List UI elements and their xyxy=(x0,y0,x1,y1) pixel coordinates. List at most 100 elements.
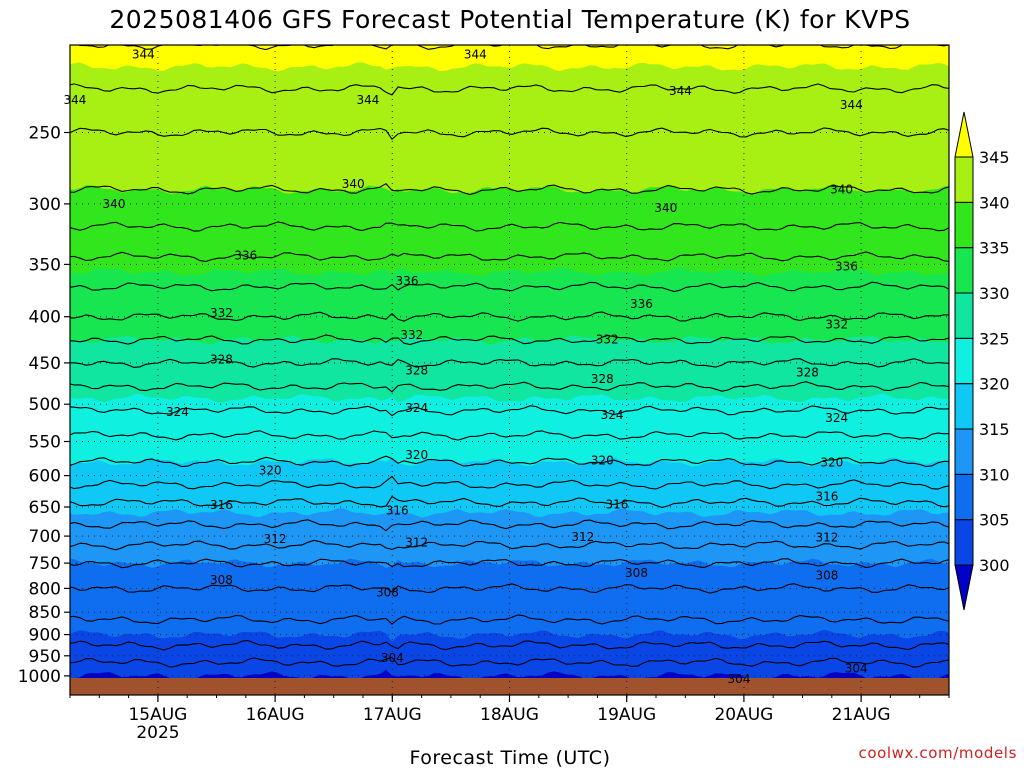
credit-label: coolwx.com/models xyxy=(859,744,1018,762)
contour-label-344-2: 344 xyxy=(356,93,379,107)
contour-312 xyxy=(70,539,949,551)
contour-label-340-6: 340 xyxy=(342,177,365,191)
contour-label-332-16: 332 xyxy=(596,333,619,347)
contour-326 xyxy=(70,381,949,393)
contour-label-328-18: 328 xyxy=(210,352,233,366)
y-tick-label-600: 600 xyxy=(29,467,61,487)
x-axis-title: Forecast Time (UTC) xyxy=(410,747,611,768)
colorbar-label-325: 325 xyxy=(979,329,1010,348)
x-tick-label-17AUG: 17AUG xyxy=(363,705,422,725)
y-tick-label-350: 350 xyxy=(29,255,61,275)
y-tick-label-700: 700 xyxy=(29,527,61,547)
y-tick-label-750: 750 xyxy=(29,554,61,574)
contour-342 xyxy=(70,127,949,141)
y-tick-label-900: 900 xyxy=(29,626,61,646)
x-tick-label-18AUG: 18AUG xyxy=(480,705,539,725)
contour-338 xyxy=(70,221,949,232)
chart-title: 2025081406 GFS Forecast Potential Temper… xyxy=(109,5,910,34)
colorbar-label-335: 335 xyxy=(979,239,1010,258)
colorbar-top-arrow xyxy=(954,111,974,158)
colorbar: 300 305 310 315 320 325 330 335 340 345 xyxy=(954,111,1010,611)
contour-336 xyxy=(70,251,949,262)
contour-label-328-20: 328 xyxy=(591,372,614,386)
contour-316 xyxy=(70,495,949,508)
contour-306 xyxy=(70,614,949,625)
contour-320 xyxy=(70,455,949,468)
contour-label-312-34: 312 xyxy=(264,532,287,546)
y-tick-label-250: 250 xyxy=(29,124,61,144)
contour-label-340-8: 340 xyxy=(654,201,677,215)
contour-labels: 344 344 344 344 344 344 340 340 340 340 336 336 336 3… xyxy=(63,48,867,686)
colorbar-label-305: 305 xyxy=(979,511,1010,530)
x-axis: 15AUG 16AUG 17AUG 18AUG 19AUG 20AUG 21AUG xyxy=(69,695,950,725)
colorbar-label-345: 345 xyxy=(979,148,1010,167)
contour-label-312-36: 312 xyxy=(571,530,594,544)
contour-label-328-21: 328 xyxy=(796,365,819,379)
colorbar-label-300: 300 xyxy=(979,556,1010,575)
colorbar-label-320: 320 xyxy=(979,375,1010,394)
x-tick-label-19AUG: 19AUG xyxy=(597,705,656,725)
contour-308 xyxy=(70,583,949,594)
colorbar-label-310: 310 xyxy=(979,465,1010,484)
contour-label-344-4: 344 xyxy=(669,84,692,98)
contour-304 xyxy=(70,639,949,651)
contour-label-336-10: 336 xyxy=(234,248,257,262)
contour-334 xyxy=(70,281,949,293)
contour-340 xyxy=(70,183,949,196)
contour-label-332-17: 332 xyxy=(825,318,848,332)
contour-label-328-19: 328 xyxy=(405,364,428,378)
contour-label-336-11: 336 xyxy=(396,274,419,288)
y-tick-label-450: 450 xyxy=(29,354,61,374)
contour-label-332-14: 332 xyxy=(210,306,233,320)
contour-label-324-23: 324 xyxy=(405,401,428,415)
contour-label-308-40: 308 xyxy=(625,566,648,580)
contour-344 xyxy=(70,83,949,96)
contour-label-316-32: 316 xyxy=(605,498,628,512)
colorbar-swatch-315 xyxy=(954,383,974,430)
theta-contour-lines xyxy=(70,45,949,668)
x-tick-label-15AUG: 15AUG xyxy=(128,705,187,725)
y-tick-label-950: 950 xyxy=(29,647,61,667)
contour-330 xyxy=(70,334,949,346)
contour-label-320-29: 320 xyxy=(820,455,843,469)
contour-label-320-26: 320 xyxy=(259,463,282,477)
colorbar-swatch-335 xyxy=(954,201,974,249)
colorbar-swatch-325 xyxy=(954,292,974,339)
y-axis: 250 300 350 400 450 500 550 600 650 700 750 800 850 9… xyxy=(18,124,70,687)
contour-328 xyxy=(70,358,949,368)
colorbar-swatch-330 xyxy=(954,247,974,294)
contour-label-344-1: 344 xyxy=(63,93,86,107)
y-tick-label-300: 300 xyxy=(29,195,61,215)
contour-label-308-41: 308 xyxy=(815,569,838,583)
plot-area: 344 344 344 344 344 344 340 340 340 340 336 336 336 3… xyxy=(63,44,950,696)
contour-label-340-7: 340 xyxy=(103,197,126,211)
contour-label-316-33: 316 xyxy=(815,490,838,504)
colorbar-bottom-arrow xyxy=(954,564,974,611)
colorbar-swatch-310 xyxy=(954,428,974,475)
contour-label-308-39: 308 xyxy=(376,585,399,599)
y-tick-label-1000: 1000 xyxy=(18,667,61,687)
contour-324 xyxy=(70,405,949,417)
colorbar-swatch-320 xyxy=(954,337,974,385)
y-tick-label-650: 650 xyxy=(29,498,61,518)
contour-label-324-22: 324 xyxy=(166,405,189,419)
contour-label-340-9: 340 xyxy=(830,182,853,196)
contour-314 xyxy=(70,519,949,532)
contour-label-304-42: 304 xyxy=(381,651,404,665)
y-tick-label-850: 850 xyxy=(29,603,61,623)
y-tick-label-500: 500 xyxy=(29,395,61,415)
contour-label-316-31: 316 xyxy=(386,504,409,518)
x-tick-label-21AUG: 21AUG xyxy=(832,705,891,725)
colorbar-label-315: 315 xyxy=(979,420,1010,439)
contour-322 xyxy=(70,430,949,441)
contour-label-304-44: 304 xyxy=(845,661,868,675)
plot-grid xyxy=(70,45,949,695)
contour-label-304-43: 304 xyxy=(728,672,751,686)
contour-label-324-24: 324 xyxy=(601,408,624,422)
contour-label-336-13: 336 xyxy=(835,260,858,274)
contour-label-344-0: 344 xyxy=(132,48,155,62)
theta-color-bands xyxy=(70,45,949,695)
contour-label-312-37: 312 xyxy=(815,531,838,545)
colorbar-swatch-340 xyxy=(954,156,974,203)
